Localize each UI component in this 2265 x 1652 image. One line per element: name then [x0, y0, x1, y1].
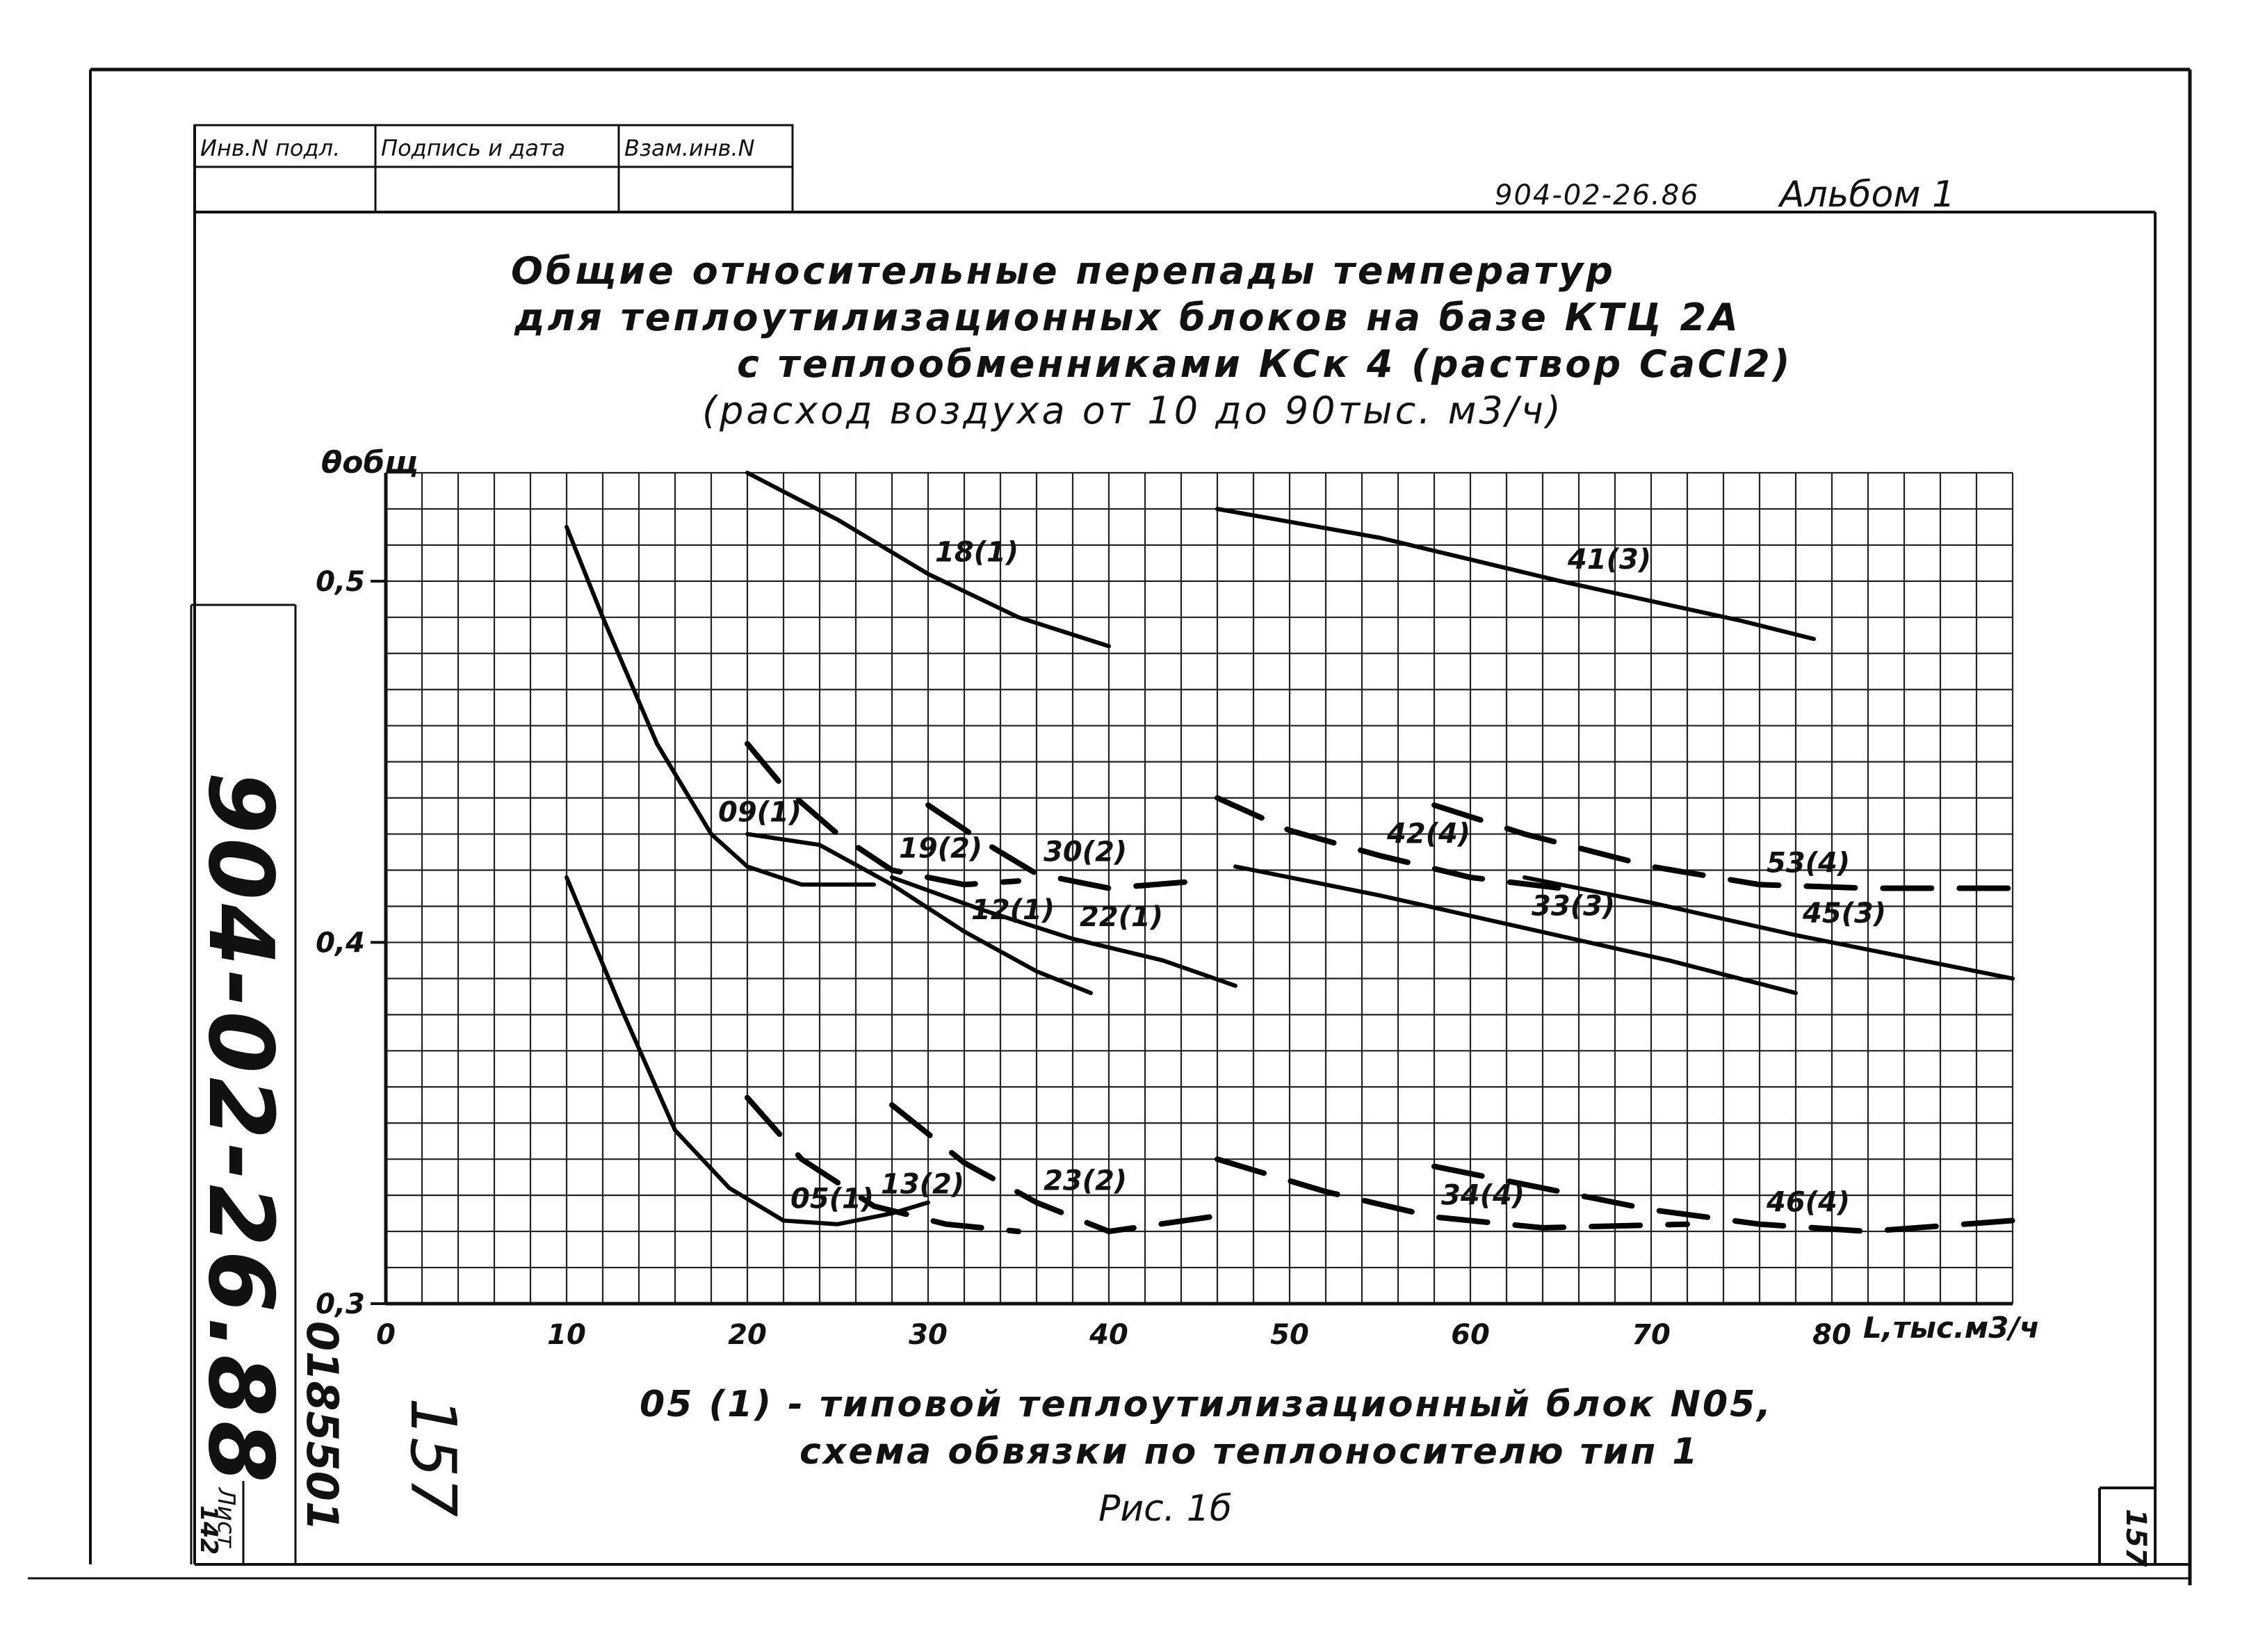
- series-line-34-4: [1215, 1156, 1690, 1231]
- legend-note-line-1: 05 (1) - типовой теплоутилизационный бло…: [640, 1384, 1773, 1425]
- stamp-cell-inventory: Инв.N подл.: [200, 135, 341, 161]
- chart-title-line-4: (расход воздуха от 10 до 90тыс. м3/ч): [702, 389, 1564, 432]
- series-line-05-1: [565, 875, 930, 1226]
- x-axis-label: L,тыс.м3/ч: [1863, 1311, 2040, 1345]
- x-tick-label: 50: [1270, 1319, 1309, 1351]
- chart-title-line-3: с теплообменниками КСк 4 (раствор CaCl2): [737, 342, 1793, 386]
- figure-caption: Рис. 1б: [1098, 1488, 1232, 1530]
- corner-page-number: 157: [2120, 1509, 2152, 1567]
- series-label: 53(4): [1767, 847, 1850, 879]
- handwritten-number: 157: [396, 1398, 469, 1517]
- chart-title-line-1: Общие относительные перепады температур: [511, 249, 1616, 293]
- chart-axes: [384, 473, 2013, 1306]
- series-label: 18(1): [935, 536, 1018, 568]
- series-line-19-2: [745, 740, 1021, 888]
- approval-stamp: [193, 124, 794, 213]
- series-label: 30(2): [1044, 836, 1127, 868]
- series-line-33-3: [1233, 864, 1798, 996]
- series-line-22-1: [890, 875, 1237, 988]
- series-line-13-2: [745, 1094, 1021, 1235]
- series-label: 45(3): [1802, 898, 1886, 930]
- series-label: 09(1): [718, 797, 802, 829]
- y-axis-label: θобщ: [321, 445, 419, 480]
- y-tick-label: 0,5: [316, 566, 365, 598]
- series-line-30-2: [925, 802, 1202, 891]
- x-tick-label: 20: [728, 1319, 767, 1351]
- series-label: 34(4): [1441, 1179, 1525, 1211]
- y-tick-label: 0,3: [316, 1288, 365, 1320]
- legend-note-line-2: схема обвязки по теплоносителю тип 1: [799, 1431, 1700, 1473]
- series-line-41-3: [1215, 507, 1816, 641]
- chart-grid: [384, 471, 2014, 1305]
- stamp-cell-replacement: Взам.инв.N: [624, 135, 755, 161]
- chart-series: [565, 471, 2015, 1235]
- series-label: 46(4): [1766, 1187, 1850, 1219]
- x-tick-label: 80: [1812, 1319, 1851, 1351]
- sheet-number: 142: [195, 1505, 222, 1555]
- series-line-12-1: [745, 832, 1093, 996]
- x-tick-label: 0: [376, 1319, 396, 1351]
- chart-title-line-2: для теплоутилизационных блоков на базе К…: [514, 295, 1741, 339]
- x-tick-label: 10: [547, 1319, 586, 1351]
- series-line-46-4: [1431, 1163, 2015, 1235]
- vertical-document-code: 904-02-26.88: [188, 772, 292, 1487]
- series-label: 12(1): [971, 894, 1055, 926]
- x-tick-label: 60: [1451, 1319, 1490, 1351]
- stamp-cell-signature: Подпись и дата: [381, 135, 566, 161]
- series-label: 42(4): [1386, 818, 1470, 850]
- x-tick-label: 70: [1632, 1319, 1671, 1351]
- series-label: 19(2): [899, 833, 982, 865]
- series-label: 22(1): [1080, 901, 1163, 933]
- chart-tick-labels: 0 10 20 30 40 50 60 70 80 0,3 0,4 0,5: [316, 566, 1851, 1351]
- series-label: 13(2): [881, 1169, 964, 1201]
- series-label: 05(1): [790, 1183, 874, 1215]
- series-label: 41(3): [1567, 544, 1651, 576]
- series-line-53-4: [1431, 802, 2015, 891]
- y-tick-label: 0,4: [316, 927, 365, 959]
- series-line-09-1: [565, 524, 876, 887]
- x-tick-label: 30: [909, 1319, 948, 1351]
- album-label: Альбом 1: [1780, 174, 1956, 216]
- document-code: 904-02-26.86: [1495, 179, 1700, 211]
- chart-series-labels: 18(1) 41(3) 09(1) 12(1) 22(1) 33(3) 45(3) 05(1)…: [718, 536, 1886, 1218]
- chart-plot-area: 0 10 20 30 40 50 60 70 80 0,3 0,4 0,5 18(1) 41(3) 09(…: [316, 471, 2015, 1351]
- series-line-18-1: [745, 471, 1111, 649]
- series-label: 23(2): [1044, 1165, 1127, 1197]
- series-line-45-3: [1523, 875, 2015, 981]
- series-label: 33(3): [1532, 891, 1615, 923]
- x-tick-label: 40: [1089, 1319, 1128, 1351]
- series-line-23-2: [889, 1102, 1238, 1235]
- series-line-42-4: [1215, 795, 1564, 891]
- inventory-number: 0185501: [297, 1321, 348, 1531]
